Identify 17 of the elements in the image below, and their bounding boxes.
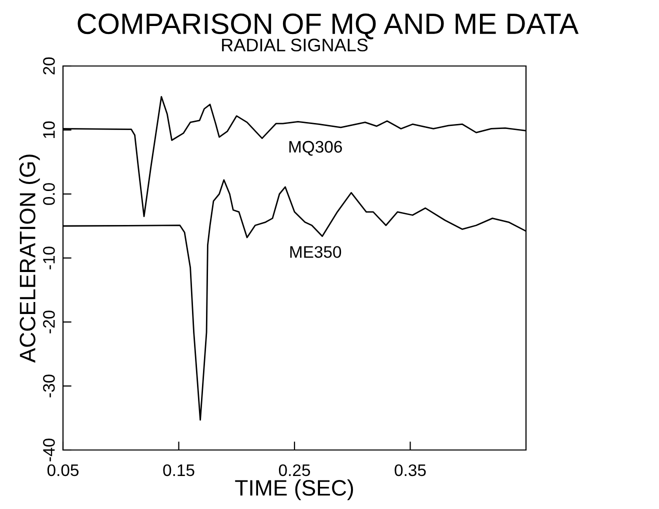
y-tick-label: -30 — [43, 374, 55, 398]
x-tick-label: 0.25 — [278, 464, 310, 476]
y-axis-title: ACCELERATION (G) — [19, 154, 40, 363]
y-tick-label: 0.0 — [43, 183, 55, 205]
chart-title: COMPARISON OF MQ AND ME DATA — [78, 13, 579, 40]
series-label: ME350 — [290, 246, 342, 258]
series-label: MQ306 — [289, 140, 342, 156]
chart-subtitle: RADIAL SIGNALS — [222, 38, 368, 52]
y-tick-label: -20 — [43, 310, 55, 334]
y-tick-label: 20 — [43, 57, 55, 74]
x-tick-label: 0.15 — [163, 464, 194, 476]
y-tick-label: -10 — [43, 246, 55, 270]
x-tick-label: 0.35 — [394, 464, 426, 476]
x-tick-label: 0.05 — [47, 464, 79, 476]
y-tick-label: -40 — [43, 438, 55, 462]
y-tick-label: 10 — [43, 121, 55, 138]
x-axis-title: TIME (SEC) — [235, 479, 353, 500]
